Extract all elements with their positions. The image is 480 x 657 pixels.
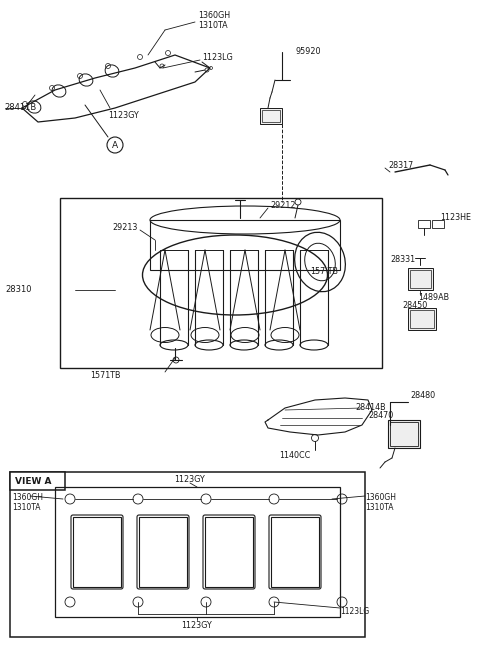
Bar bbox=[262, 110, 280, 122]
Text: 1360GH: 1360GH bbox=[198, 12, 230, 20]
Text: 28310: 28310 bbox=[5, 286, 32, 294]
Text: 1123HE: 1123HE bbox=[440, 214, 471, 223]
Text: 28470: 28470 bbox=[368, 411, 393, 420]
Text: 29213: 29213 bbox=[112, 223, 137, 233]
Bar bbox=[410, 270, 431, 288]
Text: 1571TB: 1571TB bbox=[90, 371, 120, 380]
Bar bbox=[388, 420, 420, 448]
Bar bbox=[73, 517, 121, 587]
Bar bbox=[271, 517, 319, 587]
Text: 29212: 29212 bbox=[270, 202, 296, 210]
Bar bbox=[408, 308, 436, 330]
Text: A: A bbox=[112, 141, 118, 150]
Text: 1310TA: 1310TA bbox=[365, 503, 394, 512]
Text: 1360GH: 1360GH bbox=[365, 493, 396, 503]
Text: 28480: 28480 bbox=[410, 390, 435, 399]
Text: 28414B: 28414B bbox=[355, 403, 385, 413]
Text: 1360GH: 1360GH bbox=[12, 493, 43, 503]
Text: 1123LG: 1123LG bbox=[202, 53, 233, 62]
Bar bbox=[432, 220, 444, 228]
Bar bbox=[10, 472, 65, 490]
Text: 1123GY: 1123GY bbox=[108, 110, 139, 120]
Bar bbox=[55, 487, 340, 617]
Bar bbox=[139, 517, 187, 587]
Bar bbox=[60, 198, 382, 368]
Text: 28450: 28450 bbox=[402, 300, 427, 309]
Circle shape bbox=[173, 357, 179, 363]
Text: 1140CC: 1140CC bbox=[279, 451, 311, 459]
Text: 1310TA: 1310TA bbox=[12, 503, 40, 512]
Bar bbox=[150, 220, 340, 270]
Text: 1123GY: 1123GY bbox=[175, 476, 205, 484]
Bar bbox=[408, 268, 433, 290]
Text: 28411B: 28411B bbox=[4, 104, 36, 112]
Text: 1123GY: 1123GY bbox=[181, 620, 212, 629]
Bar bbox=[260, 108, 282, 124]
Text: 28331: 28331 bbox=[390, 256, 415, 265]
Bar bbox=[390, 422, 418, 446]
Text: VIEW A: VIEW A bbox=[15, 478, 51, 486]
Text: 1310TA: 1310TA bbox=[198, 22, 228, 30]
Bar bbox=[10, 472, 365, 637]
Text: 95920: 95920 bbox=[295, 47, 321, 57]
Text: 1489AB: 1489AB bbox=[418, 294, 449, 302]
Text: 157·TB: 157·TB bbox=[310, 267, 338, 277]
Text: 1123LG: 1123LG bbox=[340, 608, 369, 616]
Bar bbox=[205, 517, 253, 587]
Bar bbox=[410, 310, 434, 328]
Bar bbox=[418, 220, 430, 228]
Text: 28317: 28317 bbox=[388, 160, 413, 170]
